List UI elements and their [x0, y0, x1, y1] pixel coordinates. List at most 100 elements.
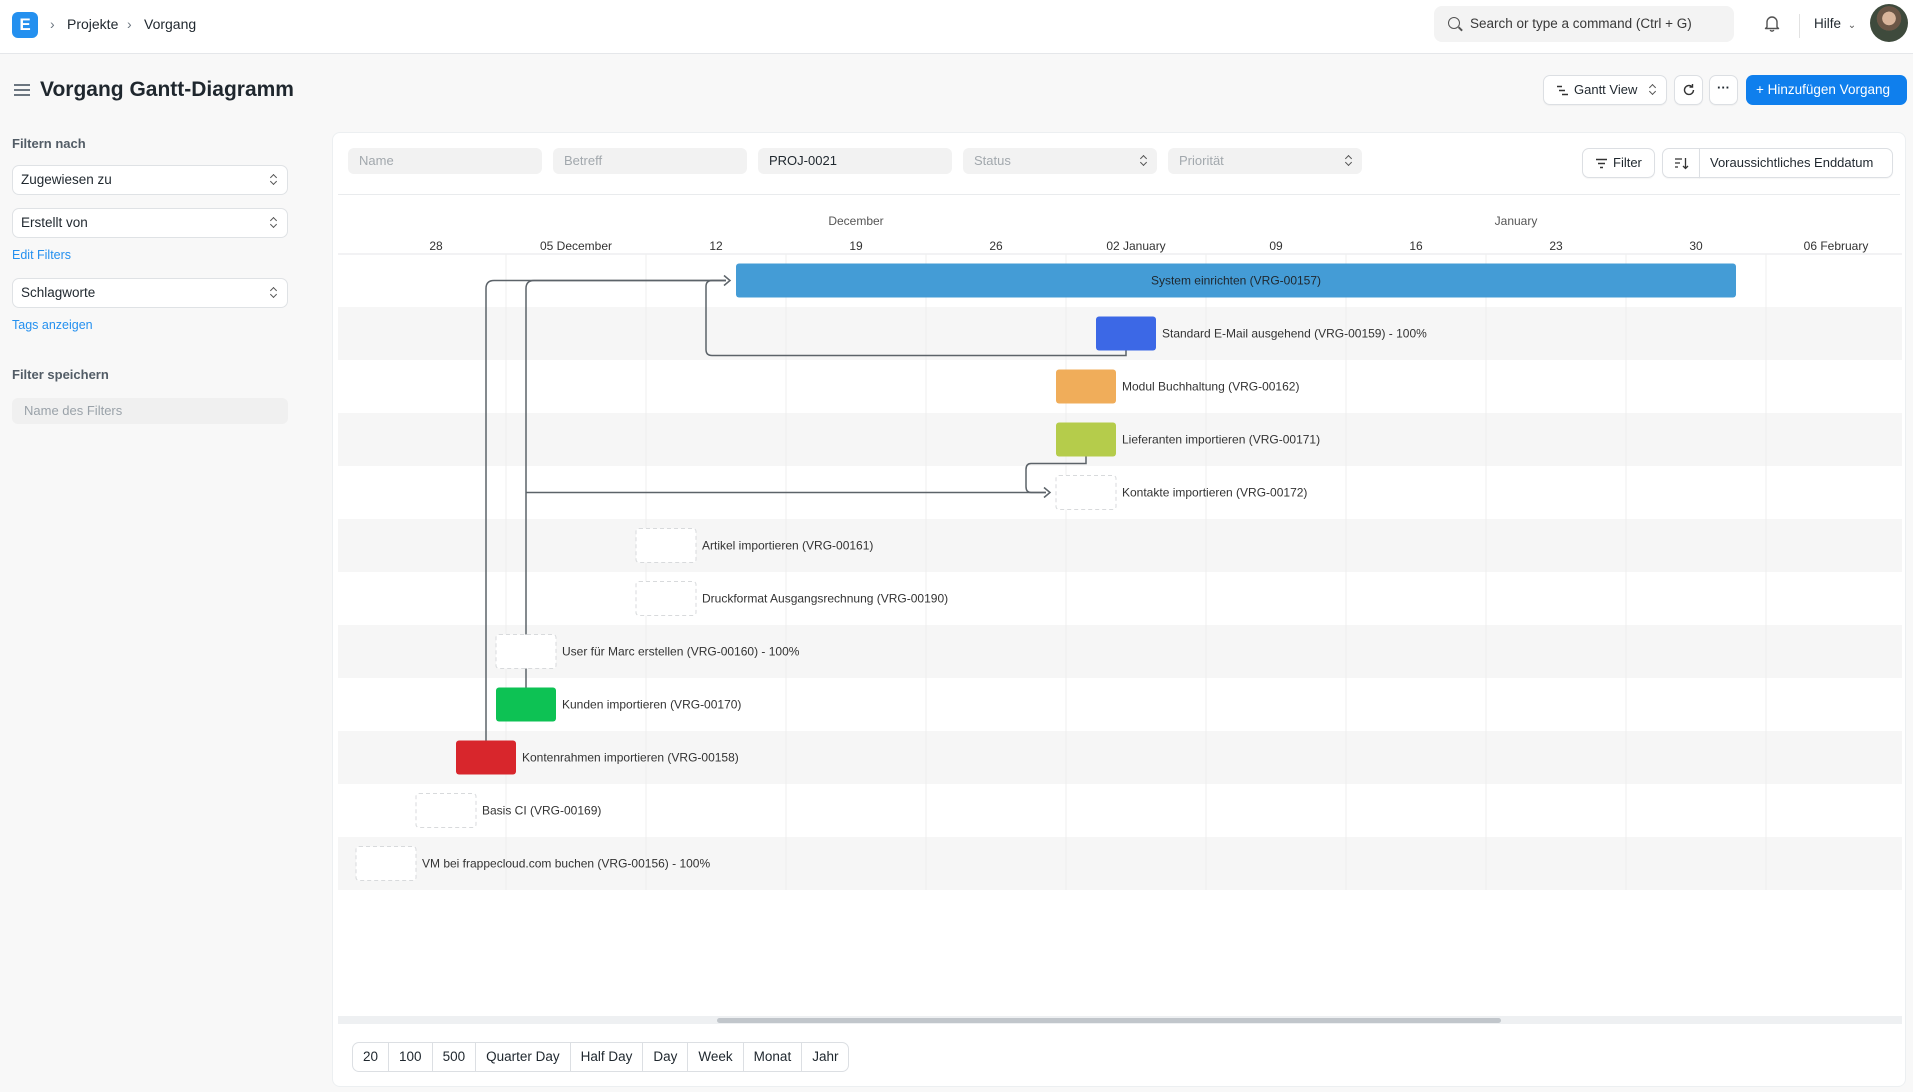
gantt-bar[interactable] — [1055, 475, 1117, 510]
gantt-bar[interactable] — [415, 793, 477, 828]
more-icon: ··· — [1717, 80, 1730, 95]
created-by-label: Erstellt von — [21, 215, 88, 230]
gantt-bar[interactable] — [495, 634, 557, 669]
gantt-row-bg — [338, 837, 1902, 890]
add-vorgang-button[interactable]: + Hinzufügen Vorgang — [1746, 75, 1907, 105]
gantt-week-label: 30 — [1689, 239, 1703, 253]
filter-button[interactable]: Filter — [1582, 148, 1655, 178]
tags-select[interactable]: Schlagworte — [12, 278, 288, 308]
gantt-bar-label: Kunden importieren (VRG-00170) — [562, 698, 741, 712]
gantt-week-label: 06 February — [1804, 239, 1869, 253]
nav-divider — [1799, 14, 1800, 38]
gantt-bar-label: VM bei frappecloud.com buchen (VRG-00156… — [422, 857, 710, 871]
priority-filter-label: Priorität — [1179, 153, 1224, 168]
app-logo[interactable]: E — [12, 12, 38, 38]
arrowhead-icon — [723, 274, 732, 287]
dependency-arrow — [525, 279, 726, 688]
arrowhead-icon — [1043, 486, 1052, 499]
gantt-bar[interactable] — [635, 581, 697, 616]
gantt-bar[interactable] — [355, 846, 417, 881]
subject-filter-input[interactable]: Betreff — [553, 148, 747, 174]
view-mode-week[interactable]: Week — [688, 1043, 744, 1071]
gantt-row-bg — [338, 625, 1902, 678]
view-mode-month[interactable]: Monat — [744, 1043, 803, 1071]
save-filter-heading: Filter speichern — [12, 367, 109, 382]
gantt-bar-label: Modul Buchhaltung (VRG-00162) — [1122, 380, 1299, 394]
navbar: E › Projekte › Vorgang Search or type a … — [0, 0, 1913, 54]
gantt-row-bg — [338, 678, 1902, 731]
view-mode-half-day[interactable]: Half Day — [571, 1043, 644, 1071]
edit-filters-link[interactable]: Edit Filters — [12, 248, 72, 262]
gantt-bar[interactable] — [1096, 316, 1156, 351]
more-button[interactable]: ··· — [1709, 75, 1738, 105]
refresh-icon — [1683, 84, 1695, 96]
filter-name-input[interactable]: Name des Filters — [12, 398, 288, 424]
view-mode-day[interactable]: Day — [643, 1043, 689, 1071]
status-filter-label: Status — [974, 153, 1011, 168]
updown-icon — [1345, 155, 1352, 167]
dependency-arrow — [1025, 456, 1087, 494]
view-mode-year[interactable]: Jahr — [812, 1049, 839, 1064]
gantt-bar[interactable] — [456, 740, 516, 775]
gantt-bar[interactable] — [496, 687, 556, 722]
gantt-bar[interactable] — [1056, 369, 1116, 404]
assigned-to-label: Zugewiesen zu — [21, 172, 112, 187]
sort-direction-button[interactable] — [1662, 148, 1700, 178]
created-by-select[interactable]: Erstellt von — [12, 208, 288, 238]
gantt-week-label: 05 December — [540, 239, 612, 253]
sidebar-toggle-icon[interactable] — [14, 84, 30, 96]
chevron-right-icon: › — [50, 16, 55, 32]
panel-divider — [338, 194, 1900, 195]
show-tags-link[interactable]: Tags anzeigen — [12, 318, 93, 332]
page-title: Vorgang Gantt-Diagramm — [40, 78, 294, 101]
gantt-bar[interactable] — [1056, 422, 1116, 457]
updown-icon — [270, 174, 277, 186]
gantt-bar-label: Artikel importieren (VRG-00161) — [702, 539, 873, 553]
page-size-500[interactable]: 500 — [433, 1043, 477, 1071]
search-icon — [1448, 17, 1460, 29]
avatar[interactable] — [1870, 4, 1908, 42]
page-size-20[interactable]: 20 — [353, 1043, 390, 1071]
chevron-down-icon: ⌄ — [1847, 20, 1857, 31]
gantt-week-label: 09 — [1269, 239, 1283, 253]
search-input[interactable]: Search or type a command (Ctrl + G) — [1470, 16, 1692, 31]
gantt-month-label: January — [1495, 214, 1538, 228]
gantt-svg: December January 28 05 December 12 19 26 02 Jan… — [338, 214, 1902, 890]
search-bar[interactable]: Search or type a command (Ctrl + G) — [1434, 6, 1734, 42]
priority-filter-select[interactable]: Priorität — [1168, 148, 1362, 174]
gantt-view-label: Gantt View — [1574, 82, 1638, 97]
gantt-month-label: December — [828, 214, 883, 228]
gantt-bar-label: Kontakte importieren (VRG-00172) — [1122, 486, 1307, 500]
gantt-bar-label: Standard E-Mail ausgehend (VRG-00159) - … — [1162, 327, 1427, 341]
assigned-to-select[interactable]: Zugewiesen zu — [12, 165, 288, 195]
bell-icon[interactable] — [1764, 14, 1780, 32]
help-dropdown[interactable]: Hilfe ⌄ — [1814, 16, 1856, 31]
updown-icon — [1140, 155, 1147, 167]
project-filter-input[interactable]: PROJ-0021 — [758, 148, 952, 174]
gantt-week-label: 12 — [709, 239, 723, 253]
view-mode-quarter-day[interactable]: Quarter Day — [476, 1043, 571, 1071]
refresh-button[interactable] — [1674, 75, 1703, 105]
updown-icon — [1649, 84, 1656, 96]
gantt-bar[interactable] — [635, 528, 697, 563]
dependency-arrow — [485, 279, 726, 741]
sort-icon — [1675, 158, 1689, 170]
gantt-bar-label: Lieferanten importieren (VRG-00171) — [1122, 433, 1320, 447]
gantt-week-label: 02 January — [1106, 239, 1165, 253]
gantt-week-label: 19 — [849, 239, 863, 253]
page-size-100[interactable]: 100 — [389, 1043, 433, 1071]
gantt-bar-label: Druckformat Ausgangsrechnung (VRG-00190) — [702, 592, 948, 606]
gantt-week-label: 26 — [989, 239, 1003, 253]
gantt-bar[interactable] — [736, 263, 1736, 298]
tags-label: Schlagworte — [21, 285, 96, 300]
breadcrumb-projekte[interactable]: Projekte — [67, 16, 119, 32]
gantt-row-bg — [338, 731, 1902, 784]
gantt-chart[interactable]: December January 28 05 December 12 19 26 02 Jan… — [338, 205, 1902, 1015]
name-filter-input[interactable]: Name — [348, 148, 542, 174]
status-filter-select[interactable]: Status — [963, 148, 1157, 174]
breadcrumb-vorgang[interactable]: Vorgang — [144, 16, 197, 32]
gantt-view-button[interactable]: Gantt View — [1543, 75, 1667, 105]
scrollbar-thumb[interactable] — [717, 1018, 1501, 1023]
sort-field-button[interactable]: Voraussichtliches Enddatum — [1699, 148, 1893, 178]
help-label: Hilfe — [1814, 16, 1842, 31]
